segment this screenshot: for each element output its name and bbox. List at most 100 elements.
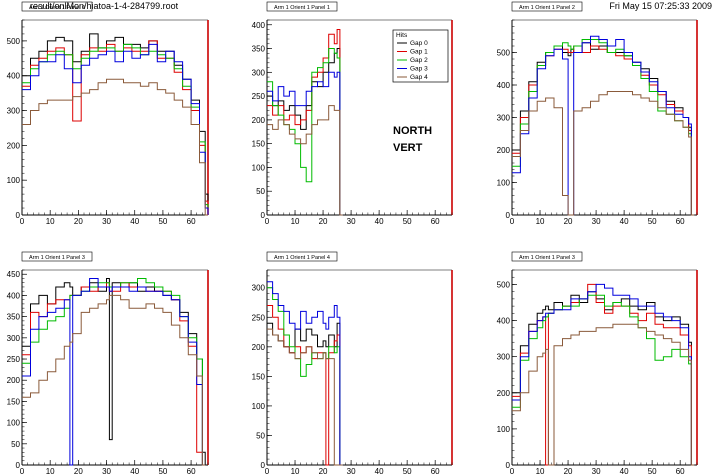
series-line-gap-2 <box>22 43 209 215</box>
series-line-gap-1 <box>22 40 209 215</box>
series-line-gap-3 <box>267 71 343 216</box>
legend-box <box>392 29 449 83</box>
x-tick-label: 0 <box>510 467 515 474</box>
y-tick-label: 0 <box>16 211 21 220</box>
x-tick-label: 30 <box>102 467 111 474</box>
y-tick-label: 400 <box>252 21 266 30</box>
chart-title-box <box>511 1 583 12</box>
x-tick-label: 20 <box>564 217 573 226</box>
y-tick-label: 200 <box>497 389 511 398</box>
x-tick-label: 50 <box>158 467 167 474</box>
series-line-gap-3 <box>512 35 695 216</box>
chart-panel-3: Arm 1 Orient 1 Panel 3050100150200250300… <box>7 251 209 474</box>
x-tick-label: 40 <box>130 217 139 226</box>
chart-title: Arm 1 Orient 1 Panel 3 <box>519 255 575 261</box>
series-line-gap-4 <box>512 323 695 466</box>
legend-entry: Gap 3 <box>410 66 428 73</box>
y-tick-label: 200 <box>252 116 266 125</box>
y-tick-label: 350 <box>252 45 266 54</box>
y-tick-label: 100 <box>497 179 511 188</box>
y-tick-label: 100 <box>7 176 21 185</box>
y-tick-label: 400 <box>7 291 21 300</box>
x-tick-label: 10 <box>536 217 545 226</box>
annotation-label: NORTH <box>393 125 432 137</box>
x-tick-label: 20 <box>319 217 328 226</box>
y-tick-label: 50 <box>256 187 265 196</box>
x-tick-label: 50 <box>648 467 657 474</box>
chart-title-box <box>511 251 583 262</box>
x-tick-label: 50 <box>403 217 412 226</box>
chart-title: Arm 1 Orient 1 Panel 2 <box>519 5 575 11</box>
y-tick-label: 450 <box>7 270 21 279</box>
y-tick-label: 150 <box>252 140 266 149</box>
chart-title: Arm 1 Orient 1 Panel 4 <box>274 255 330 261</box>
series-line-gap-3 <box>22 278 206 466</box>
chart-title: Arm 1 Orient 1 Panel 1 <box>274 5 330 11</box>
x-tick-label: 30 <box>592 217 601 226</box>
series-line-gap-4 <box>22 78 208 216</box>
x-tick-label: 60 <box>431 467 440 474</box>
chart-panel-4: Arm 1 Orient 1 Panel 4050100150200250300… <box>252 251 453 474</box>
y-tick-label: 0 <box>506 211 511 220</box>
y-tick-label: 500 <box>497 280 511 289</box>
y-tick-label: 100 <box>252 163 266 172</box>
chart-title-box <box>21 1 93 12</box>
series-line-gap-1 <box>22 282 206 466</box>
series-line-gap-4 <box>22 294 206 466</box>
x-tick-label: 40 <box>620 217 629 226</box>
y-tick-label: 200 <box>7 141 21 150</box>
y-tick-label: 0 <box>261 211 266 220</box>
chart-title-box <box>266 1 338 12</box>
x-tick-label: 60 <box>187 467 196 474</box>
x-tick-label: 0 <box>265 217 270 226</box>
x-tick-label: 10 <box>46 217 55 226</box>
series-line-gap-0 <box>512 291 695 466</box>
y-tick-label: 300 <box>252 68 266 77</box>
series-line-gap-2 <box>267 287 343 466</box>
x-tick-label: 0 <box>510 217 515 226</box>
x-tick-label: 10 <box>46 467 55 474</box>
chart-panel-1: Arm 1 Orient 1 Panel 1050100150200250300… <box>252 1 453 226</box>
series-line-gap-1 <box>512 283 695 466</box>
x-tick-label: 30 <box>592 467 601 474</box>
x-tick-label: 20 <box>74 467 83 474</box>
annotation-label: VERT <box>393 142 423 154</box>
series-line-gap-4 <box>267 105 343 216</box>
x-tick-label: 40 <box>620 467 629 474</box>
y-tick-label: 0 <box>506 461 511 470</box>
y-tick-label: 150 <box>252 372 266 381</box>
y-tick-label: 100 <box>7 419 21 428</box>
x-tick-label: 20 <box>74 217 83 226</box>
x-tick-label: 0 <box>20 217 25 226</box>
y-tick-label: 100 <box>252 402 266 411</box>
y-tick-label: 500 <box>497 49 511 58</box>
series-line-gap-3 <box>267 281 343 466</box>
series-line-gap-0 <box>267 322 343 466</box>
y-tick-label: 250 <box>7 355 21 364</box>
x-tick-label: 40 <box>375 217 384 226</box>
file-path: result/onlMon/hiatoa-1-4-284799.root <box>30 1 179 11</box>
x-tick-label: 0 <box>20 467 25 474</box>
y-tick-label: 250 <box>252 92 266 101</box>
legend-entry: Gap 1 <box>410 49 428 56</box>
chart-title: Arm 1 Orient 1 Panel 0 <box>29 5 85 11</box>
y-tick-label: 300 <box>7 334 21 343</box>
chart-panel-5: Arm 1 Orient 1 Panel 3 0 100 200 300 400 500 0 1… <box>497 251 698 474</box>
y-tick-label: 50 <box>11 440 20 449</box>
y-tick-label: 0 <box>261 461 266 470</box>
x-tick-label: 20 <box>564 467 573 474</box>
y-tick-label: 500 <box>7 37 21 46</box>
series-line-gap-2 <box>267 48 343 216</box>
series-line-gap-2 <box>512 294 695 466</box>
x-tick-label: 50 <box>158 217 167 226</box>
x-tick-label: 10 <box>536 467 545 474</box>
x-tick-label: 10 <box>291 217 300 226</box>
x-tick-label: 40 <box>130 467 139 474</box>
chart-panel-0: Arm 1 Orient 1 Panel 0 0 100 200 300 400 500 0 1… <box>7 1 209 226</box>
y-tick-label: 400 <box>7 72 21 81</box>
x-tick-label: 50 <box>648 217 657 226</box>
x-tick-label: 30 <box>347 217 356 226</box>
timestamp: Fri May 15 07:25:33 2009 <box>609 1 712 11</box>
